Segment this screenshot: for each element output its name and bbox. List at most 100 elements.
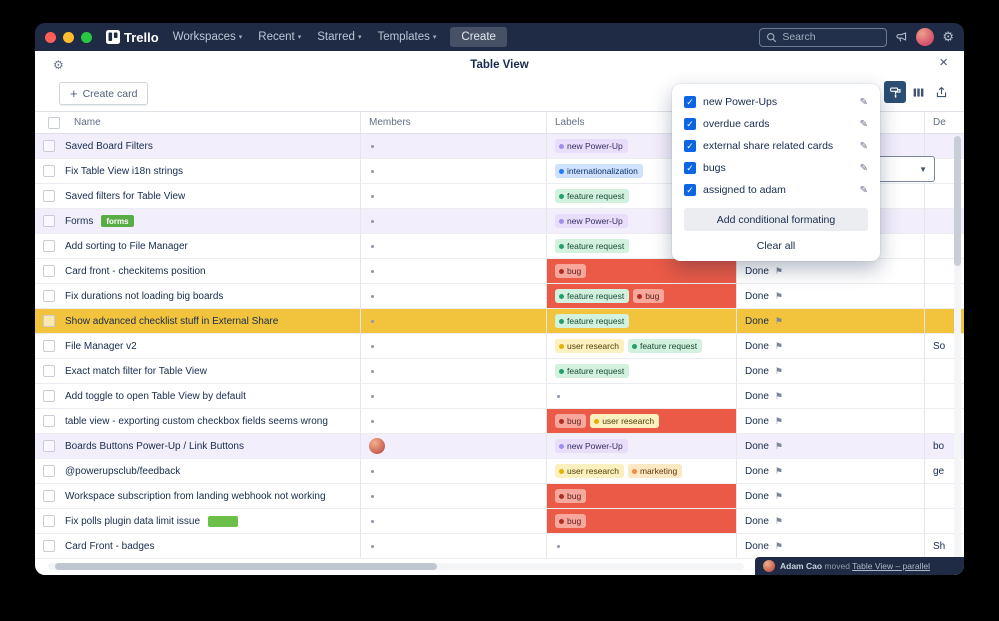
nav-item-recent[interactable]: Recent ▾ [258,31,301,43]
members-cell[interactable] [361,209,547,233]
labels-cell[interactable]: feature request bug [547,284,737,308]
close-view-icon[interactable]: × [939,54,948,71]
row-checkbox[interactable] [43,415,55,427]
status-cell[interactable]: Done ⚑ [737,309,925,333]
conditional-formatting-button[interactable] [884,81,906,103]
description-cell[interactable]: Sh [925,534,964,558]
table-row[interactable]: Add toggle to open Table View by default… [35,384,964,409]
status-cell[interactable]: Done ⚑ [737,384,925,408]
table-row[interactable]: Exact match filter for Table View feature… [35,359,964,384]
members-cell[interactable] [361,184,547,208]
members-cell[interactable] [361,484,547,508]
members-cell[interactable] [361,309,547,333]
activity-toast[interactable]: Adam Cao moved Table View – parallel [755,557,964,575]
members-cell[interactable] [361,284,547,308]
status-cell[interactable]: Done ⚑ [737,334,925,358]
labels-cell[interactable]: bug [547,259,737,283]
name-cell[interactable]: Card Front - badges [35,534,361,558]
labels-cell[interactable]: bug [547,509,737,533]
labels-cell[interactable]: feature request [547,359,737,383]
labels-cell[interactable]: bug [547,484,737,508]
row-checkbox[interactable] [43,290,55,302]
edit-pencil-icon[interactable]: ✎ [859,184,868,196]
announcements-icon[interactable] [895,31,908,44]
status-cell[interactable]: Done ⚑ [737,484,925,508]
edit-pencil-icon[interactable]: ✎ [859,140,868,152]
filter-checkbox[interactable]: ✓ [684,96,696,108]
nav-item-workspaces[interactable]: Workspaces ▾ [173,31,243,43]
create-button[interactable]: Create [450,27,507,47]
filter-item[interactable]: ✓ bugs ✎ [672,157,880,179]
name-cell[interactable]: Forms forms [35,209,361,233]
row-checkbox[interactable] [43,515,55,527]
name-cell[interactable]: Show advanced checklist stuff in Externa… [35,309,361,333]
labels-cell[interactable]: user research marketing [547,459,737,483]
table-row[interactable]: Fix polls plugin data limit issue bug Done… [35,509,964,534]
members-cell[interactable] [361,459,547,483]
name-cell[interactable]: Add toggle to open Table View by default [35,384,361,408]
user-avatar[interactable] [916,28,935,46]
labels-cell[interactable]: user research feature request [547,334,737,358]
labels-cell[interactable]: feature request [547,309,737,333]
row-checkbox[interactable] [43,365,55,377]
row-checkbox[interactable] [43,265,55,277]
clear-all-link[interactable]: Clear all [756,240,796,252]
header-description[interactable]: De [925,112,964,133]
name-cell[interactable]: table view - exporting custom checkbox f… [35,409,361,433]
status-cell[interactable]: Done ⚑ [737,534,925,558]
filter-checkbox[interactable]: ✓ [684,184,696,196]
row-checkbox[interactable] [43,490,55,502]
description-cell[interactable]: bo [925,434,964,458]
name-cell[interactable]: Exact match filter for Table View [35,359,361,383]
status-cell[interactable]: Done ⚑ [737,459,925,483]
vertical-scrollbar-thumb[interactable] [954,136,961,266]
name-cell[interactable]: Fix durations not loading big boards [35,284,361,308]
row-checkbox[interactable] [43,215,55,227]
row-checkbox[interactable] [43,465,55,477]
members-cell[interactable] [361,434,547,458]
search-input[interactable] [782,31,873,43]
name-cell[interactable]: Workspace subscription from landing webh… [35,484,361,508]
status-cell[interactable] [737,234,925,258]
minimize-window-button[interactable] [63,31,74,43]
filter-checkbox[interactable]: ✓ [684,140,696,152]
filter-item[interactable]: ✓ overdue cards ✎ [672,113,880,135]
filter-checkbox[interactable]: ✓ [684,118,696,130]
row-checkbox[interactable] [43,440,55,452]
status-cell[interactable] [737,209,925,233]
status-cell[interactable]: Done ⚑ [737,434,925,458]
header-name[interactable]: Name [35,112,361,133]
name-cell[interactable]: File Manager v2 [35,334,361,358]
filter-item[interactable]: ✓ external share related cards ✎ [672,135,880,157]
status-cell[interactable] [737,134,925,158]
nav-item-starred[interactable]: Starred ▾ [317,31,361,43]
members-cell[interactable] [361,409,547,433]
columns-button[interactable] [907,81,929,103]
table-row[interactable]: Boards Buttons Power-Up / Link Buttons ne… [35,434,964,459]
status-cell[interactable] [737,184,925,208]
members-cell[interactable] [361,534,547,558]
add-conditional-formatting-button[interactable]: Add conditional formating [684,208,868,231]
members-cell[interactable] [361,359,547,383]
status-cell[interactable]: Done ⚑ [737,509,925,533]
members-cell[interactable] [361,134,547,158]
row-checkbox[interactable] [43,140,55,152]
name-cell[interactable]: Saved Board Filters [35,134,361,158]
maximize-window-button[interactable] [81,31,92,43]
horizontal-scrollbar[interactable] [48,563,744,570]
filter-item[interactable]: ✓ assigned to adam ✎ [672,179,880,201]
table-row[interactable]: @powerupsclub/feedback user research marke… [35,459,964,484]
search-box[interactable] [759,27,888,47]
row-checkbox[interactable] [43,240,55,252]
view-settings-gear-icon[interactable]: ⚙ [53,58,64,72]
header-members[interactable]: Members [361,112,547,133]
share-export-button[interactable] [930,81,952,103]
row-checkbox[interactable] [43,540,55,552]
horizontal-scrollbar-thumb[interactable] [55,563,437,570]
trello-logo[interactable]: Trello [106,30,159,45]
description-cell[interactable]: So [925,334,964,358]
edit-pencil-icon[interactable]: ✎ [859,96,868,108]
labels-cell[interactable]: bug user research [547,409,737,433]
members-cell[interactable] [361,334,547,358]
vertical-scrollbar[interactable] [954,136,961,561]
